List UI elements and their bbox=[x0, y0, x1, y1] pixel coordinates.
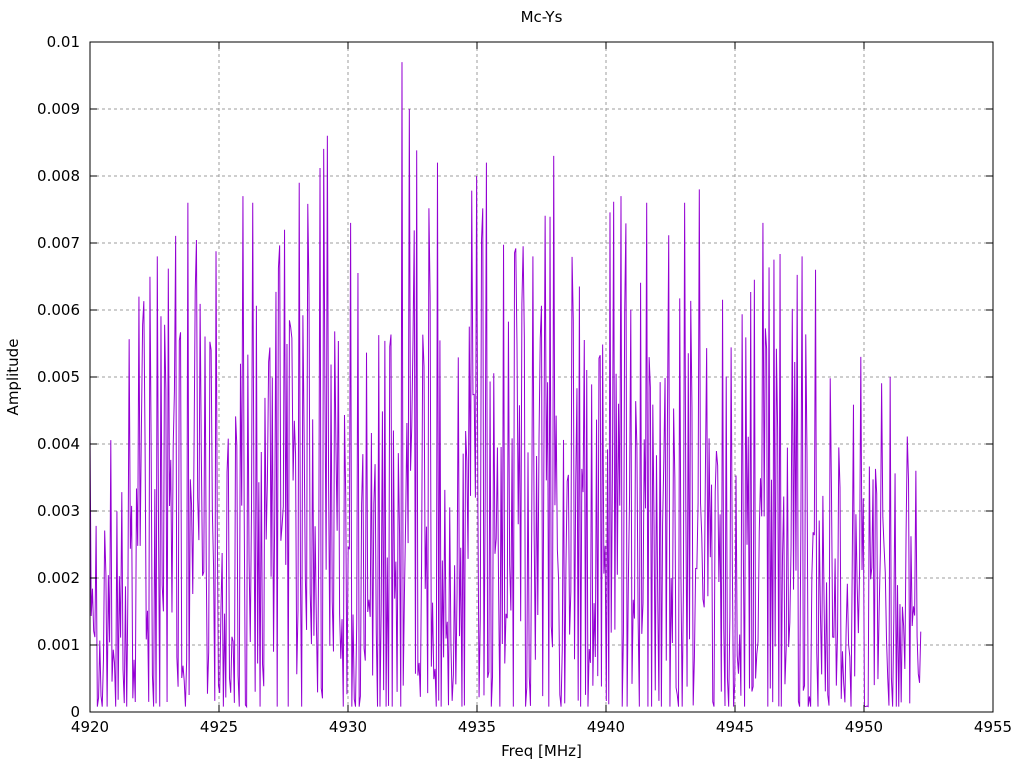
y-tick-label: 0.007 bbox=[37, 234, 80, 252]
y-tick-label: 0.005 bbox=[37, 368, 80, 386]
y-tick-label: 0.004 bbox=[37, 435, 80, 453]
x-tick-label: 4925 bbox=[200, 718, 238, 736]
y-tick-label: 0.01 bbox=[47, 33, 80, 51]
x-tick-label: 4940 bbox=[587, 718, 625, 736]
x-tick-label: 4950 bbox=[845, 718, 883, 736]
x-tick-label: 4930 bbox=[329, 718, 367, 736]
y-tick-label: 0.003 bbox=[37, 502, 80, 520]
x-tick-label: 4945 bbox=[716, 718, 754, 736]
series-line bbox=[89, 62, 922, 709]
y-tick-label: 0.008 bbox=[37, 167, 80, 185]
x-tick-label: 4935 bbox=[458, 718, 496, 736]
y-tick-label: 0.006 bbox=[37, 301, 80, 319]
chart-title: Mc-Ys bbox=[520, 8, 563, 26]
y-tick-label: 0.009 bbox=[37, 100, 80, 118]
x-tick-label: 4920 bbox=[71, 718, 109, 736]
x-axis-label: Freq [MHz] bbox=[501, 742, 582, 760]
y-tick-label: 0.001 bbox=[37, 636, 80, 654]
y-tick-label: 0 bbox=[70, 703, 80, 721]
x-tick-label: 4955 bbox=[974, 718, 1012, 736]
y-tick-label: 0.002 bbox=[37, 569, 80, 587]
